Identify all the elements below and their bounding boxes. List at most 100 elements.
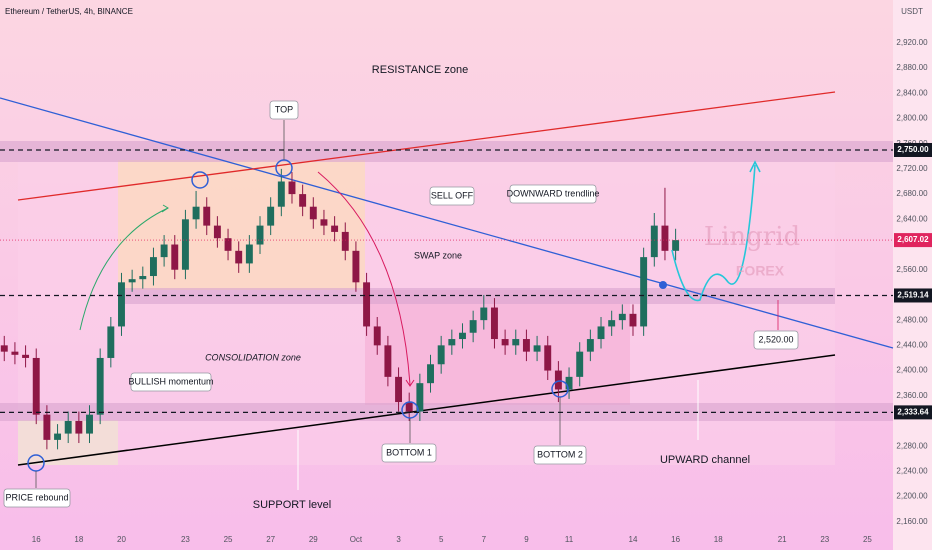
candle-body [522,339,530,352]
y-tick-label: 2,800.00 [896,114,928,123]
candle-body [427,364,434,384]
y-tick-label: 2,680.00 [896,189,928,198]
candle-body [416,383,424,412]
currency: USDT [901,7,923,16]
price-label-box [894,405,932,420]
price-label-box [894,142,932,157]
touch-dot [659,281,667,289]
price-label-box [894,288,932,303]
x-tick-label: 16 [671,535,680,544]
annotation: SUPPORT level [253,499,331,511]
support-band [0,403,893,421]
candle-body [224,238,232,251]
candle-body [288,181,296,195]
annotation-box [429,186,475,206]
candle-body [139,276,147,280]
annotation-box [3,488,71,508]
candle-body [245,244,253,264]
candle-body [608,320,616,327]
resistance-band [0,141,893,162]
annotation-box [753,330,799,350]
candle-body [331,225,339,232]
bullish-arrow [79,207,169,331]
x-tick-label: 5 [439,535,444,544]
y-tick-label: 2,560.00 [896,265,928,274]
y-tick-label: 2,880.00 [896,63,928,72]
arrowhead [749,160,761,173]
projection-path [671,164,756,302]
candle-body [395,376,403,403]
candle-body [75,420,83,434]
candle-body [565,376,573,390]
annotation: 2,520.00 [758,334,793,344]
candle-body [512,339,520,346]
y-tick-label: 2,640.00 [896,214,928,223]
x-tick-label: 20 [117,535,126,544]
candle-body [554,370,562,390]
annotation: RESISTANCE zone [372,64,468,76]
x-tick-label: 29 [309,535,318,544]
candle-body [181,219,189,270]
x-tick-label: 18 [74,535,83,544]
annotation: UPWARD channel [660,454,750,466]
candle-body [96,357,104,415]
y-tick-label: 2,160.00 [896,517,928,526]
y-tick-label: 2,720.00 [896,164,928,173]
annotation-box [269,100,299,120]
candle-body [43,414,51,440]
annotation: BOTTOM 1 [386,447,432,457]
annotation: SWAP zone [414,250,462,260]
annotation: PRICE rebound [5,492,68,502]
annotation: SELL OFF [431,190,474,200]
annotation: BOTTOM 2 [537,449,583,459]
candle-body [544,345,552,371]
y-tick-label: 2,920.00 [896,38,928,47]
candle-body [384,345,392,377]
candle-body [22,354,30,358]
candle-body [576,351,584,377]
pivot-circle [191,171,209,189]
candle-body [299,194,307,207]
price-label: 2,333.64 [897,407,929,416]
x-tick-label: 23 [820,535,829,544]
candle-body [160,244,168,258]
candle-body [405,402,413,412]
candle-body [490,307,498,340]
candle-body [171,244,179,270]
annotation: BULLISH momentum [128,376,213,386]
x-tick-label: 18 [714,535,723,544]
candle-body [480,307,488,321]
y-tick-label: 2,400.00 [896,366,928,375]
x-tick-label: 21 [778,535,787,544]
annotation-box [381,443,437,463]
x-tick-label: 27 [266,535,275,544]
swap-band [118,288,835,304]
arrowhead [405,379,415,387]
y-tick-label: 2,480.00 [896,315,928,324]
annotation-box [130,372,212,392]
downward-trendline [0,97,894,349]
price-label-box [894,233,932,248]
price-label: 2,750.00 [897,145,929,154]
annotation-box [509,184,597,204]
y-tick-label: 2,360.00 [896,391,928,400]
y-tick-label: 2,240.00 [896,467,928,476]
candle-body [320,219,328,226]
candle-body [64,420,72,434]
candle-body [597,326,605,340]
upper-trendline [17,91,836,201]
candle-body [501,339,509,346]
y-tick-label: 2,840.00 [896,88,928,97]
price-axis-bg [893,0,932,550]
candle-body [86,414,93,434]
x-tick-label: 3 [396,535,401,544]
candle-body [256,225,264,245]
x-tick-label: 23 [181,535,190,544]
x-tick-label: 7 [482,535,487,544]
candle-body [586,339,594,352]
candle-body [267,206,275,226]
annotation: CONSOLIDATION zone [205,352,301,362]
candle-body [54,433,62,440]
price-label: 2,607.02 [897,235,929,244]
